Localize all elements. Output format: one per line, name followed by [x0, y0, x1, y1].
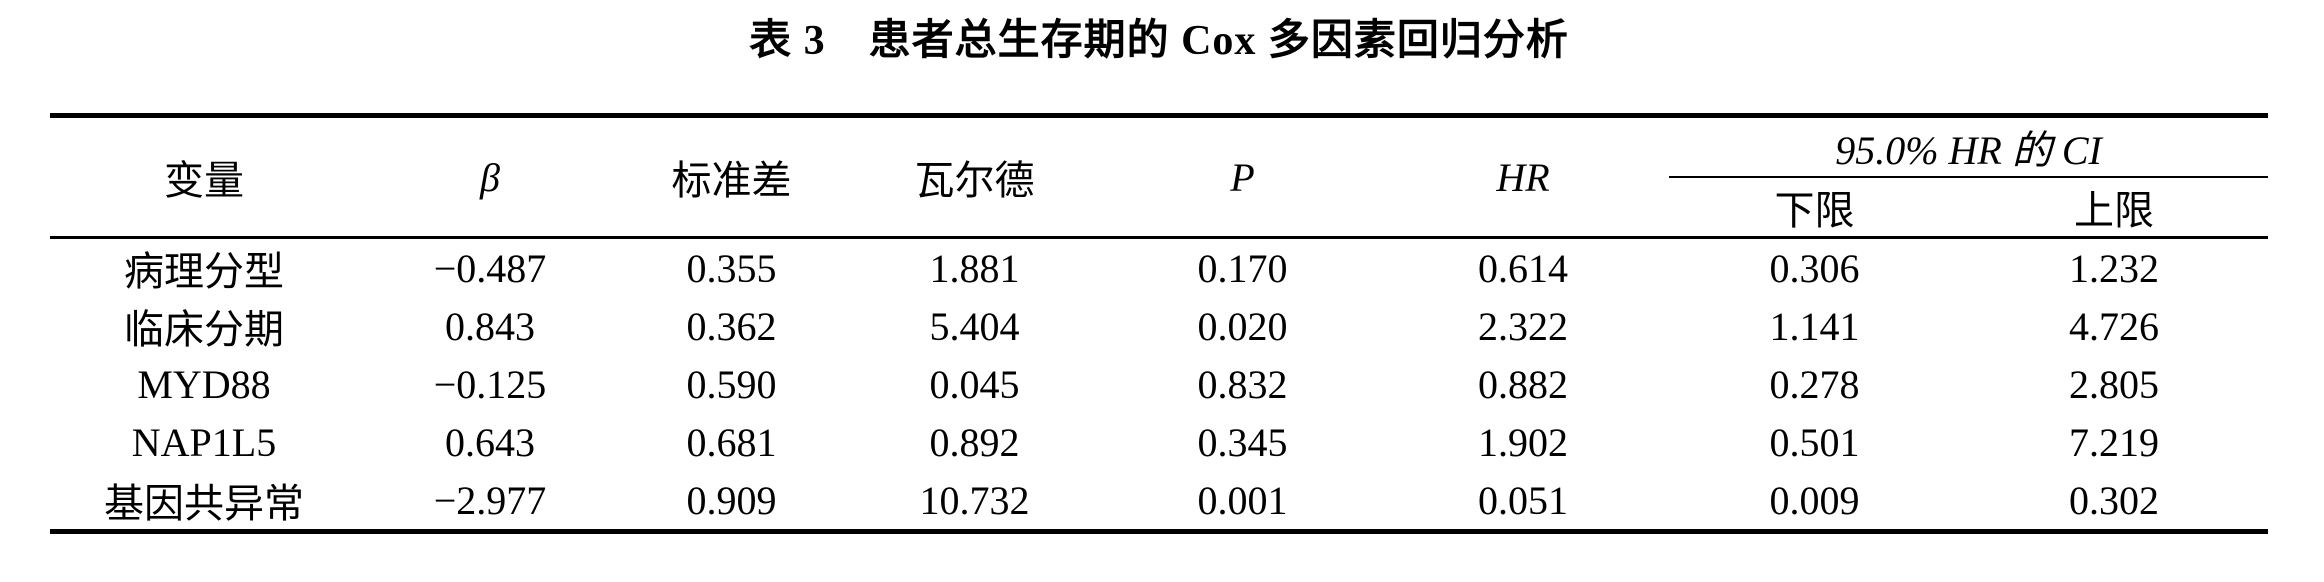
- cell-p: 0.832: [1197, 361, 1288, 407]
- cell-variable: NAP1L5: [131, 419, 277, 465]
- cell-wald: 0.892: [929, 419, 1020, 465]
- col-header-beta: β: [358, 115, 622, 239]
- cell-hr: 0.882: [1478, 361, 1568, 407]
- col-header-ci-lower: 下限: [1669, 177, 1960, 239]
- col-header-wald: 瓦尔德: [841, 115, 1108, 239]
- cell-beta: 0.843: [445, 303, 535, 349]
- cell-variable: 病理分型: [124, 249, 284, 294]
- table-row: 病理分型 −0.487 0.355 1.881 0.170 0.614 0.30…: [50, 238, 2268, 298]
- table-body: 病理分型 −0.487 0.355 1.881 0.170 0.614 0.30…: [50, 238, 2268, 532]
- cell-p: 0.345: [1197, 419, 1288, 465]
- cell-ci-lower: 0.501: [1769, 419, 1860, 465]
- col-header-se: 标准差: [622, 115, 841, 239]
- cell-hr: 0.614: [1478, 245, 1568, 291]
- cell-beta: −0.487: [433, 245, 547, 291]
- cell-beta: −0.125: [433, 361, 547, 407]
- cell-se: 0.362: [686, 303, 777, 349]
- cell-p: 0.001: [1197, 477, 1288, 523]
- cell-p: 0.170: [1197, 245, 1288, 291]
- cell-se: 0.681: [686, 419, 777, 465]
- table-row: 基因共异常 −2.977 0.909 10.732 0.001 0.051 0.…: [50, 471, 2268, 532]
- cell-variable: 基因共异常: [104, 481, 304, 526]
- header-row-main: 变量 β 标准差 瓦尔德 P HR 95.0% HR 的 CI: [50, 115, 2269, 239]
- col-header-ci-upper: 上限: [1960, 177, 2269, 239]
- paper-page: 表 3 患者总生存期的 Cox 多因素回归分析 变量 β 标准差 瓦尔德 P H…: [0, 16, 2324, 582]
- cell-hr: 2.322: [1478, 303, 1568, 349]
- table-row: MYD88 −0.125 0.590 0.045 0.832 0.882 0.2…: [50, 355, 2268, 413]
- cell-p: 0.020: [1197, 303, 1288, 349]
- col-header-variable: 变量: [50, 115, 358, 239]
- cell-ci-upper: 0.302: [2069, 477, 2159, 523]
- cell-ci-upper: 1.232: [2069, 245, 2159, 291]
- cell-beta: 0.643: [445, 419, 535, 465]
- table-caption: 表 3 患者总生存期的 Cox 多因素回归分析: [749, 18, 1569, 64]
- cell-se: 0.590: [686, 361, 777, 407]
- cell-se: 0.355: [686, 245, 777, 291]
- cell-ci-lower: 0.306: [1769, 245, 1860, 291]
- cell-ci-lower: 0.278: [1769, 361, 1860, 407]
- cell-wald: 5.404: [929, 303, 1020, 349]
- header-row-sub: 下限 上限: [50, 177, 2269, 239]
- cell-hr: 1.902: [1478, 419, 1568, 465]
- cell-wald: 10.732: [919, 477, 1030, 523]
- cell-variable: 临床分期: [124, 307, 284, 352]
- cell-wald: 0.045: [929, 361, 1020, 407]
- cell-hr: 0.051: [1478, 477, 1568, 523]
- table-header: 变量 β 标准差 瓦尔德 P HR 95.0% HR 的 CI 下限 上限: [50, 115, 2269, 239]
- cell-ci-upper: 4.726: [2069, 303, 2159, 349]
- cell-wald: 1.881: [929, 245, 1020, 291]
- cell-se: 0.909: [686, 477, 777, 523]
- col-header-ci-group: 95.0% HR 的 CI: [1669, 115, 2269, 178]
- cox-regression-table: 变量 β 标准差 瓦尔德 P HR 95.0% HR 的 CI 下限 上限 病理…: [50, 113, 2269, 534]
- table-row: 临床分期 0.843 0.362 5.404 0.020 2.322 1.141…: [50, 297, 2268, 355]
- cell-ci-lower: 0.009: [1769, 477, 1860, 523]
- col-header-p: P: [1108, 115, 1377, 239]
- cell-ci-upper: 7.219: [2069, 419, 2159, 465]
- cell-ci-lower: 1.141: [1769, 303, 1860, 349]
- cell-beta: −2.977: [433, 477, 547, 523]
- table-row: NAP1L5 0.643 0.681 0.892 0.345 1.902 0.5…: [50, 413, 2268, 471]
- cell-ci-upper: 2.805: [2069, 361, 2159, 407]
- col-header-hr: HR: [1377, 115, 1669, 239]
- cell-variable: MYD88: [137, 361, 271, 407]
